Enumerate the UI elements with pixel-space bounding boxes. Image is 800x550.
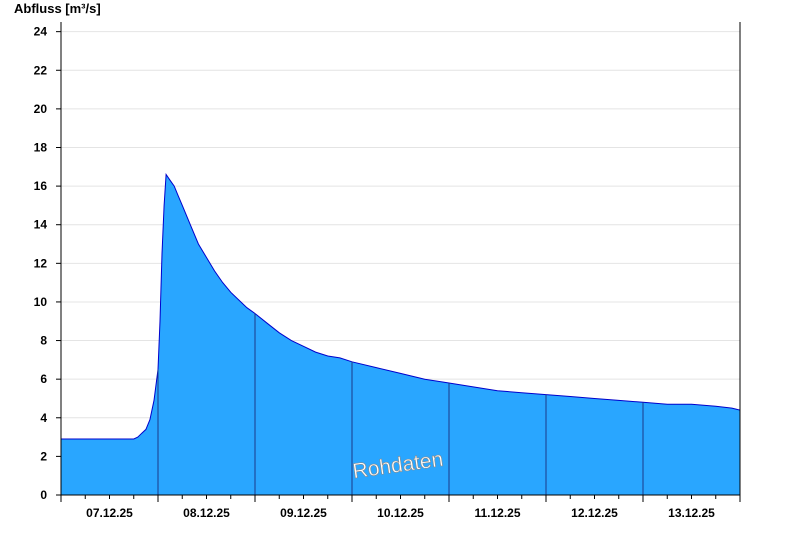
y-tick-label: 18 (34, 140, 48, 154)
x-axis-ticks: 07.12.25 08.12.25 09.12.25 10.12.25 11.12.25… (60, 495, 741, 520)
y-tick-label: 24 (34, 25, 48, 39)
plot-area (61, 173, 741, 495)
y-tick-label: 6 (40, 372, 47, 386)
y-tick-label: 0 (40, 488, 47, 502)
y-tick-label: 10 (34, 295, 48, 309)
x-tick-label: 11.12.25 (474, 506, 520, 520)
y-tick-label: 22 (34, 63, 48, 77)
x-tick-label: 10.12.25 (377, 506, 424, 520)
y-tick-label: 20 (34, 102, 48, 116)
y-tick-label: 14 (34, 218, 48, 232)
discharge-area (61, 174, 740, 495)
x-tick-label: 13.12.25 (668, 506, 715, 520)
x-tick-label: 07.12.25 (86, 506, 133, 520)
y-tick-label: 4 (40, 411, 47, 425)
y-axis-title: Abfluss [m³/s] (14, 1, 101, 16)
y-tick-label: 16 (34, 179, 48, 193)
x-tick-label: 09.12.25 (280, 506, 327, 520)
y-tick-label: 12 (34, 256, 48, 270)
x-tick-label: 12.12.25 (571, 506, 618, 520)
x-tick-label: 08.12.25 (183, 506, 230, 520)
discharge-line (61, 173, 741, 440)
y-tick-label: 2 (40, 449, 47, 463)
day-separator-lines (157, 313, 644, 495)
y-tick-label: 8 (40, 334, 47, 348)
